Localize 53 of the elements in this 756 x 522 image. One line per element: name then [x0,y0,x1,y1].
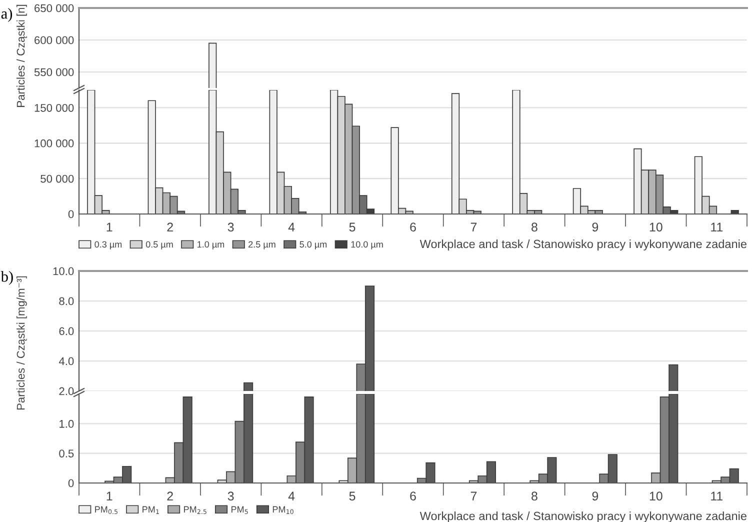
x-tick-label: 4 [288,222,295,232]
y-tick-label: 1.0 [60,420,74,428]
legend-label: 0.3 µm [94,241,122,250]
y-axis-title: Particles / Cząstki [mg/m⁻³] [16,276,27,410]
legend-label: PM$_{1}$ [142,506,159,514]
x-tick-label: 10 [650,222,662,232]
x-tick-label: 2 [167,222,173,232]
y-tick-label: 50 000 [40,174,74,183]
x-tick-label: 1 [106,492,112,500]
y-tick-label: 600 000 [34,36,74,44]
x-tick-label: 3 [228,222,234,232]
legend-label: 1.0 µm [198,241,224,250]
x-tick-label: 6 [410,492,416,501]
x-tick-label: 3 [228,492,234,501]
x-tick-label: 8 [532,492,538,501]
y-tick-label: 150 000 [34,104,74,112]
x-tick-label: 9 [592,492,598,501]
x-tick-label: 5 [349,222,356,232]
y-tick-label: 550 000 [34,68,74,76]
y-tick-label: 4.0 [58,357,74,366]
x-tick-label: 2 [167,492,173,500]
x-tick-label: 1 [106,222,112,232]
x-tick-label: 11 [711,492,723,500]
y-tick-label: 2.0 [59,387,74,396]
legend-label: 0.5 µm [146,241,173,250]
x-tick-label: 8 [532,222,538,232]
legend-label: PM$_{10}$ [272,506,294,514]
y-tick-label: 10.0 [53,267,74,276]
x-tick-label: 5 [349,492,356,501]
y-tick-label: 100 000 [34,139,74,148]
legend-label: 10.0 µm [351,241,383,250]
chart-title: a) [1,8,12,22]
legend-label: 2.5 µm [248,241,276,250]
y-tick-label: 6.0 [59,327,74,336]
y-axis-title: Particles / Cząstki [n] [16,4,27,107]
y-tick-label: 0 [68,210,74,218]
legend-label: PM$_{0.5}$ [95,506,118,514]
x-tick-label: 4 [288,492,295,500]
chart-title: b) [0,271,13,285]
y-tick-label: 0.5 [59,450,74,458]
y-tick-label: 650 000 [34,4,74,12]
x-tick-label: 7 [470,222,477,232]
x-axis-title: Workplace and task / Stanowisko pracy i wykonywane zadanie [420,240,746,251]
y-tick-label: 8.0 [59,297,74,306]
legend-label: PM$_{2.5}$ [184,506,206,514]
x-tick-label: 10 [650,492,662,501]
legend-label: PM$_{5}$ [232,506,248,514]
x-tick-label: 7 [470,492,477,500]
y-tick-label: 0 [68,479,74,488]
x-tick-label: 11 [711,222,723,232]
x-tick-label: 9 [592,222,598,232]
legend-label: 5.0 µm [300,241,327,250]
x-tick-label: 6 [410,222,416,232]
